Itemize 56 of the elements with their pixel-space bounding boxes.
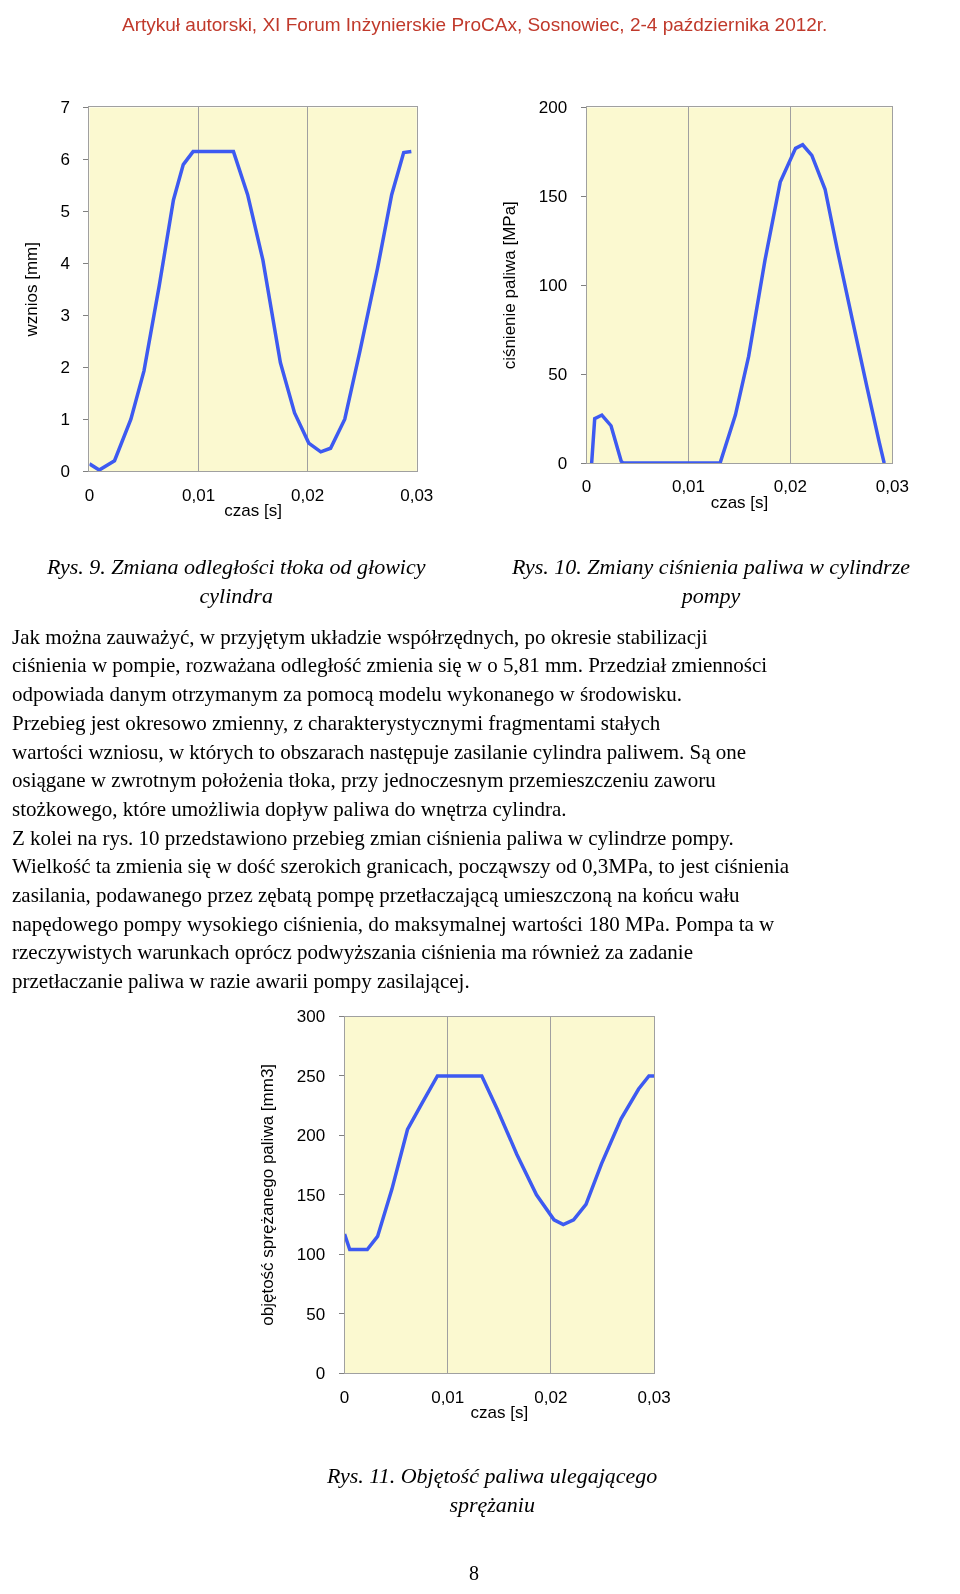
text: Rys. 10. Zmiany ciśnienia paliwa w cylindrze pompy — [511, 554, 911, 608]
text: ciśnienia w pompie, rozważana odległość zmienia się w o 5,81 mm. Przedział zmienności — [12, 653, 768, 677]
x-tick-label: 0 — [84, 485, 95, 505]
x-tick-label: 0,01 — [431, 1387, 465, 1407]
y-tick-label: 150 — [296, 1185, 326, 1205]
y-tick-label: 6 — [60, 150, 71, 170]
x-axis-title: czas [s] — [710, 492, 769, 512]
y-tick-label: 200 — [538, 98, 568, 118]
x-tick-label: 0 — [339, 1387, 350, 1407]
x-tick-label: 0,01 — [181, 485, 216, 505]
y-tick-label: 3 — [60, 306, 71, 326]
text: stożkowego, które umożliwia dopływ paliwa do wnętrza cylindra. — [12, 797, 567, 821]
y-tick-label: 250 — [296, 1066, 326, 1086]
text: Rys. 11. Objętość paliwa ulegającego sprężaniu — [326, 1463, 658, 1517]
text: przetłaczanie paliwa w razie awarii pompy zasilającej. — [12, 969, 470, 993]
text: wartości wzniosu, w których to obszarach następuje zasilanie cylindra paliwem. Są one — [12, 740, 747, 764]
text: rzeczywistych warunkach oprócz podwyższania ciśnienia ma również za zadanie — [12, 940, 694, 964]
x-tick-label: 0 — [581, 477, 592, 497]
x-tick-label: 0,03 — [637, 1387, 671, 1407]
y-tick-label: 4 — [60, 254, 71, 274]
y-tick-label: 5 — [60, 202, 71, 222]
text: zasilania, podawanego przez zębatą pompę przetłaczającą umieszczoną na końcu wału — [12, 883, 741, 907]
x-tick-label: 0,02 — [534, 1387, 568, 1407]
x-tick-label: 0,03 — [400, 485, 434, 505]
y-tick-label: 50 — [548, 365, 568, 385]
y-tick-label: 0 — [315, 1364, 326, 1384]
x-tick-label: 0,03 — [875, 477, 909, 497]
y-tick-label: 1 — [60, 410, 71, 430]
x-axis-title: czas [s] — [224, 500, 282, 520]
y-tick-label: 50 — [306, 1304, 326, 1324]
text: napędowego pompy wysokiego ciśnienia, do maksymalnej wartości 180 MPa. Pompa ta w — [12, 912, 776, 936]
text: 8 — [469, 1562, 479, 1584]
y-tick-label: 300 — [296, 1007, 326, 1027]
text: osiągane w zwrotnym położenia tłoka, przy jednoczesnym przemieszczeniu zaworu — [12, 768, 717, 792]
y-axis-title: ciśnienie paliwa [MPa] — [500, 201, 520, 370]
x-axis-title: czas [s] — [470, 1402, 529, 1422]
text: Artykuł autorski, XI Forum Inżynierskie ProCAx, Sosnowiec, 2-4 października 2012r. — [122, 14, 828, 35]
y-tick-label: 7 — [60, 98, 71, 118]
y-tick-label: 0 — [60, 462, 71, 482]
y-tick-label: 100 — [538, 276, 568, 296]
y-tick-label: 0 — [557, 454, 568, 474]
x-tick-label: 0,02 — [291, 485, 325, 505]
y-tick-label: 150 — [538, 187, 568, 207]
text: Z kolei na rys. 10 przedstawiono przebieg zmian ciśnienia paliwa w cylindrze pompy. — [12, 826, 734, 850]
y-axis-title: objętość sprężanego paliwa [mm3] — [258, 1063, 278, 1326]
text: Jak można zauważyć, w przyjętym układzie współrzędnych, po okresie stabilizacji — [12, 625, 708, 649]
text: Rys. 9. Zmiana odległości tłoka od głowicy cylindra — [46, 554, 426, 608]
y-tick-label: 100 — [296, 1245, 326, 1265]
x-tick-label: 0,01 — [671, 477, 706, 497]
x-tick-label: 0,02 — [773, 477, 807, 497]
y-tick-label: 2 — [60, 358, 71, 378]
y-axis-title: wznios [mm] — [22, 242, 42, 338]
text: Przebieg jest okresowo zmienny, z charakterystycznymi fragmentami stałych — [12, 711, 661, 735]
text: odpowiada danym otrzymanym za pomocą modelu wykonanego w środowisku. — [12, 682, 683, 706]
y-tick-label: 200 — [296, 1126, 326, 1146]
text: Wielkość ta zmienia się w dość szerokich granicach, począwszy od 0,3MPa, to jest ciśnienia — [12, 854, 790, 878]
